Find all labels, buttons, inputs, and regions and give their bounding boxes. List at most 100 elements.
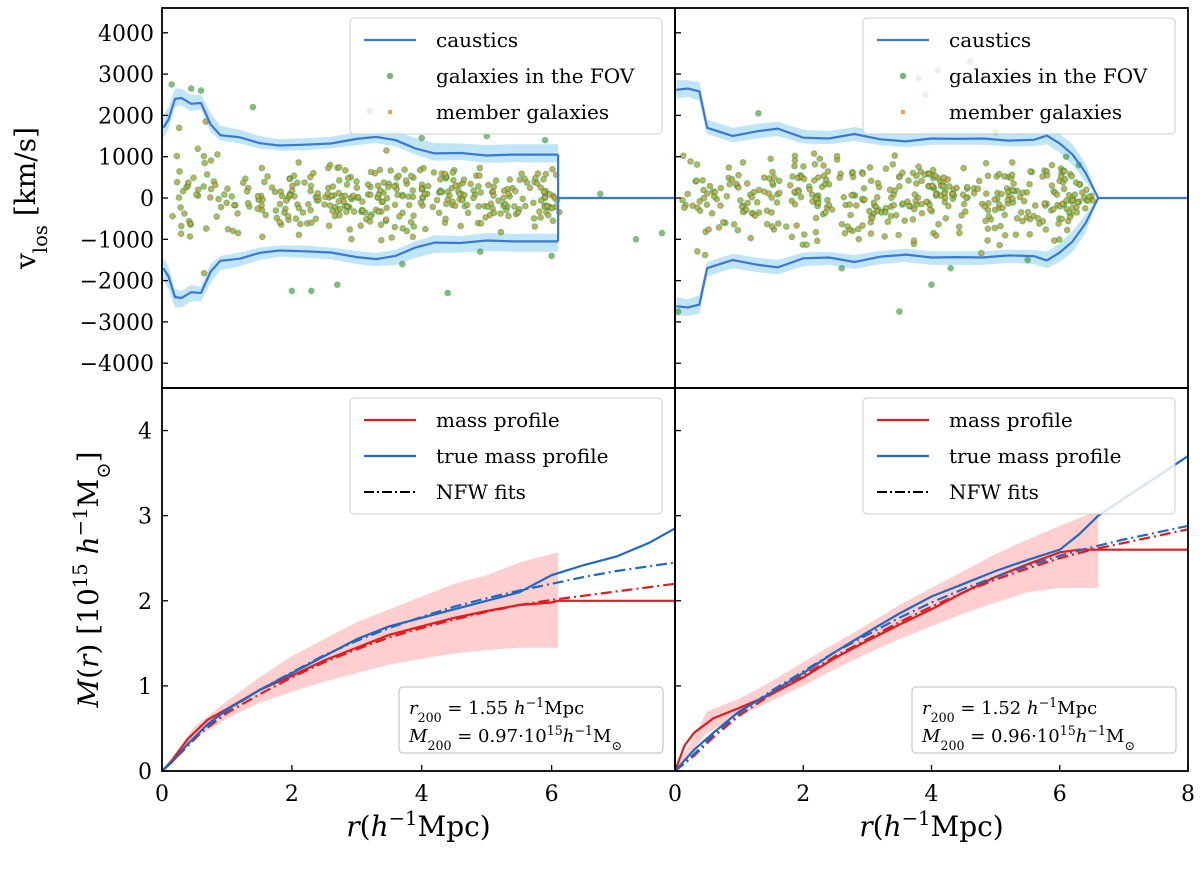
- member-galaxy-point: [695, 179, 699, 183]
- member-galaxy-point: [698, 199, 702, 203]
- member-galaxy-point: [998, 243, 1002, 247]
- member-galaxy-point: [784, 225, 788, 229]
- mass_left-legend-label-0: mass profile: [436, 408, 560, 432]
- member-galaxy-point: [1025, 215, 1029, 220]
- member-galaxy-point: [279, 190, 283, 194]
- member-galaxy-point: [964, 196, 968, 200]
- mass_right-annotation-r200: r200 = 1.52 h−1Mpc: [922, 695, 1097, 725]
- member-galaxy-point: [984, 161, 988, 165]
- member-galaxy-point: [384, 217, 388, 222]
- member-galaxy-point: [278, 220, 282, 224]
- member-galaxy-point: [378, 168, 382, 172]
- member-galaxy-point: [1021, 191, 1025, 195]
- member-galaxy-point: [196, 147, 200, 151]
- member-galaxy-point: [704, 230, 708, 234]
- member-galaxy-point: [466, 211, 470, 215]
- member-galaxy-point: [872, 201, 876, 205]
- member-galaxy-point: [404, 178, 408, 183]
- member-galaxy-point: [486, 183, 490, 187]
- member-galaxy-point: [835, 157, 839, 162]
- member-galaxy-point: [875, 209, 879, 213]
- member-galaxy-point: [741, 210, 745, 214]
- member-galaxy-point: [459, 224, 463, 228]
- member-galaxy-point: [1074, 180, 1078, 185]
- member-galaxy-point: [444, 202, 448, 206]
- member-galaxy-point: [543, 195, 547, 200]
- member-galaxy-point: [295, 181, 299, 185]
- member-galaxy-point: [1058, 204, 1062, 208]
- mass_left-ylabel: M(r) [1015 h−1M⊙]: [69, 451, 115, 708]
- member-galaxy-point: [848, 202, 852, 207]
- vlos_left-legend-member-marker: [388, 110, 392, 114]
- member-galaxy-point: [476, 184, 480, 188]
- member-galaxy-point: [1020, 219, 1025, 223]
- member-galaxy-point: [354, 179, 359, 183]
- member-galaxy-point: [294, 217, 298, 221]
- member-galaxy-point: [894, 213, 898, 217]
- member-galaxy-point: [458, 192, 462, 196]
- member-galaxy-point: [1057, 222, 1061, 226]
- member-galaxy-point: [1060, 217, 1064, 221]
- member-galaxy-point: [911, 217, 915, 221]
- member-galaxy-point: [1041, 219, 1045, 223]
- member-galaxy-point: [728, 182, 732, 186]
- member-galaxy-point: [306, 202, 310, 206]
- member-galaxy-point: [928, 203, 932, 207]
- member-galaxy-point: [821, 164, 826, 168]
- member-galaxy-point: [907, 204, 911, 208]
- member-galaxy-point: [1002, 174, 1007, 178]
- member-galaxy-point: [889, 214, 893, 218]
- member-galaxy-point: [212, 179, 216, 184]
- mass_right-series-mass-profile: [675, 548, 1188, 771]
- member-galaxy-point: [707, 227, 711, 232]
- member-galaxy-point: [387, 182, 391, 186]
- member-galaxy-point: [876, 181, 880, 185]
- mass_right-annotation-m200: M200 = 0.96·1015h−1M⊙: [921, 723, 1135, 753]
- member-galaxy-point: [1087, 195, 1091, 199]
- member-galaxy-point: [326, 186, 330, 190]
- member-galaxy-point: [523, 204, 527, 208]
- member-galaxy-point: [373, 171, 377, 175]
- member-galaxy-point: [222, 192, 226, 197]
- member-galaxy-point: [1045, 173, 1049, 177]
- member-galaxy-point: [309, 221, 314, 225]
- member-galaxy-point: [750, 195, 754, 199]
- galaxy-fov-point: [632, 236, 640, 243]
- member-galaxy-point: [770, 170, 775, 174]
- vlos_right-legend-frame: [862, 17, 1176, 135]
- member-galaxy-point: [983, 219, 988, 223]
- member-galaxy-point: [453, 204, 457, 208]
- member-galaxy-point: [385, 196, 389, 200]
- member-galaxy-point: [943, 196, 947, 200]
- member-galaxy-point: [181, 189, 185, 193]
- vlos_right-plot: [675, 58, 1188, 316]
- member-galaxy-point: [231, 229, 235, 233]
- member-galaxy-point: [745, 181, 749, 185]
- member-galaxy-point: [808, 187, 812, 192]
- member-galaxy-point: [1033, 204, 1037, 208]
- member-galaxy-point: [682, 206, 686, 210]
- member-galaxy-point: [892, 193, 896, 197]
- member-galaxy-point: [795, 223, 799, 228]
- member-galaxy-point: [423, 227, 427, 231]
- member-galaxy-point: [717, 225, 721, 229]
- member-galaxy-point: [698, 209, 702, 213]
- member-galaxy-point: [776, 221, 780, 226]
- member-galaxy-point: [213, 183, 217, 187]
- member-galaxy-point: [492, 184, 496, 189]
- member-galaxy-point: [1028, 169, 1032, 173]
- member-galaxy-point: [477, 204, 481, 208]
- mass_right-xtick-label: 8: [1181, 782, 1195, 807]
- member-galaxy-point: [936, 222, 941, 226]
- member-galaxy-point: [874, 205, 878, 209]
- member-galaxy-point: [395, 187, 399, 191]
- vlos_left-caustic-lower: [162, 239, 559, 300]
- member-galaxy-point: [816, 201, 820, 205]
- member-galaxy-point: [721, 220, 725, 224]
- mass_left-series-true-mass-profile: [162, 527, 675, 771]
- member-galaxy-point: [381, 200, 385, 204]
- member-galaxy-point: [980, 202, 984, 206]
- vlos_left-legend-fov-marker: [386, 72, 394, 80]
- member-galaxy-point: [215, 152, 219, 156]
- member-galaxy-point: [343, 194, 347, 198]
